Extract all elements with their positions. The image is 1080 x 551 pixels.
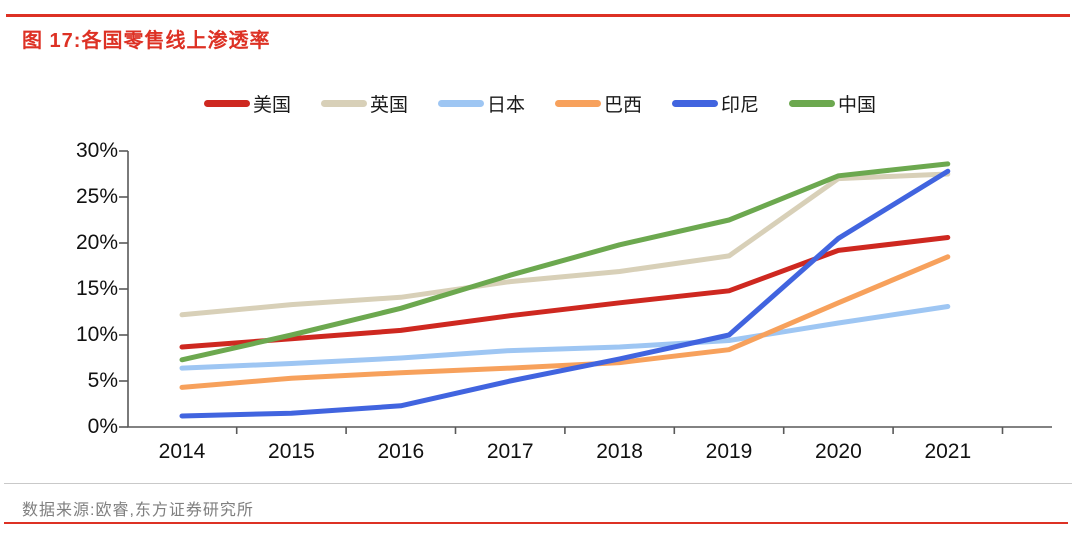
legend-label: 日本	[486, 95, 525, 116]
y-tick-label: 5%	[87, 369, 118, 392]
legend-item-巴西: 巴西	[555, 90, 642, 117]
series-line-巴西	[179, 254, 951, 390]
legend-item-印尼: 印尼	[672, 90, 759, 117]
y-tick-label: 30%	[75, 139, 118, 162]
series-line-中国	[179, 161, 951, 363]
x-tick-label: 2019	[705, 440, 753, 463]
series-line-美国	[179, 235, 951, 350]
legend-swatch	[437, 100, 484, 107]
x-tick-label: 2014	[158, 440, 206, 463]
y-tick-label: 25%	[75, 185, 118, 208]
chart-legend: 美国 英国 日本 巴西 印尼 中国	[0, 90, 1080, 117]
y-tick-label: 20%	[75, 231, 118, 254]
x-tick-label: 2018	[596, 440, 643, 463]
x-tick-label: 2017	[486, 440, 534, 463]
legend-label: 英国	[369, 95, 408, 116]
y-tick-label: 10%	[75, 323, 118, 346]
legend-swatch	[789, 100, 836, 107]
source-text: 数据来源:欧睿,东方证券研究所	[22, 502, 254, 519]
x-tick-label: 2016	[377, 440, 425, 463]
legend-item-日本: 日本	[437, 90, 525, 117]
x-tick-label: 2020	[815, 440, 862, 463]
series-line-日本	[179, 304, 951, 371]
legend-swatch	[555, 100, 601, 107]
legend-swatch	[672, 100, 719, 107]
x-tick-label: 2015	[268, 440, 315, 463]
figure-title: 图 17:各国零售线上渗透率	[22, 30, 271, 52]
legend-label: 美国	[252, 95, 291, 116]
x-tick-label: 2021	[924, 440, 972, 463]
y-tick-label: 0%	[87, 415, 118, 438]
legend-swatch	[320, 100, 367, 107]
series-line-英国	[179, 171, 951, 318]
legend-label: 巴西	[604, 95, 643, 116]
bottom-rule	[4, 522, 1068, 524]
legend-swatch	[203, 100, 250, 107]
legend-item-中国: 中国	[789, 90, 876, 117]
series-line-印尼	[179, 168, 951, 419]
legend-label: 中国	[838, 95, 877, 116]
y-tick-label: 15%	[75, 277, 118, 300]
top-rule	[6, 14, 1070, 17]
source-divider	[4, 483, 1072, 484]
legend-item-美国: 美国	[203, 90, 291, 117]
legend-item-英国: 英国	[320, 90, 408, 117]
legend-label: 印尼	[721, 95, 760, 116]
